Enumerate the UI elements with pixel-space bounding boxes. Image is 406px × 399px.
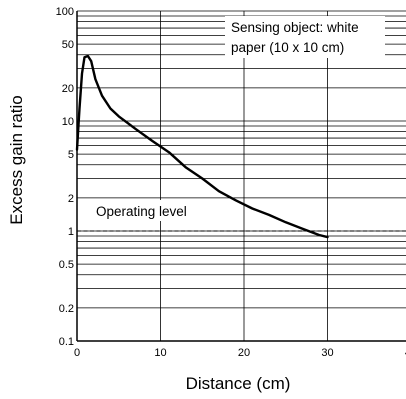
x-tick-label: 10 (154, 347, 166, 359)
x-axis-title: Distance (cm) (186, 374, 291, 393)
axes (76, 11, 406, 342)
series-line (75, 54, 329, 239)
tick-labels: 0.1 0.2 0.5 1 2 5 10 20 50 100 0 10 20 30 40 (56, 6, 406, 359)
series (75, 54, 329, 239)
y-tick-label: 50 (62, 39, 74, 51)
annotations: Sensing object: white paper (10 x 10 cm)… (92, 16, 385, 221)
y-tick-label: 0.2 (59, 303, 74, 315)
operating-level-label: Operating level (96, 204, 187, 219)
x-tick-label: 40 (405, 347, 406, 359)
grid (76, 10, 406, 342)
annotation-sensing-object-line2: paper (10 x 10 cm) (231, 40, 344, 55)
y-tick-label: 1 (68, 226, 74, 238)
x-tick-label: 0 (74, 347, 80, 359)
y-tick-label: 5 (68, 149, 74, 161)
y-axis-title: Excess gain ratio (7, 95, 26, 224)
y-tick-label: 0.1 (59, 336, 74, 348)
y-tick-label: 20 (62, 83, 74, 95)
y-tick-label: 10 (62, 116, 74, 128)
y-tick-label: 0.5 (59, 259, 74, 271)
annotation-background (225, 16, 385, 58)
operating-level-label-background (92, 200, 210, 221)
y-tick-label: 100 (56, 6, 74, 18)
annotation-sensing-object-line1: Sensing object: white (231, 20, 359, 35)
x-tick-label: 20 (238, 347, 250, 359)
x-tick-label: 30 (321, 347, 333, 359)
y-tick-label: 2 (68, 193, 74, 205)
